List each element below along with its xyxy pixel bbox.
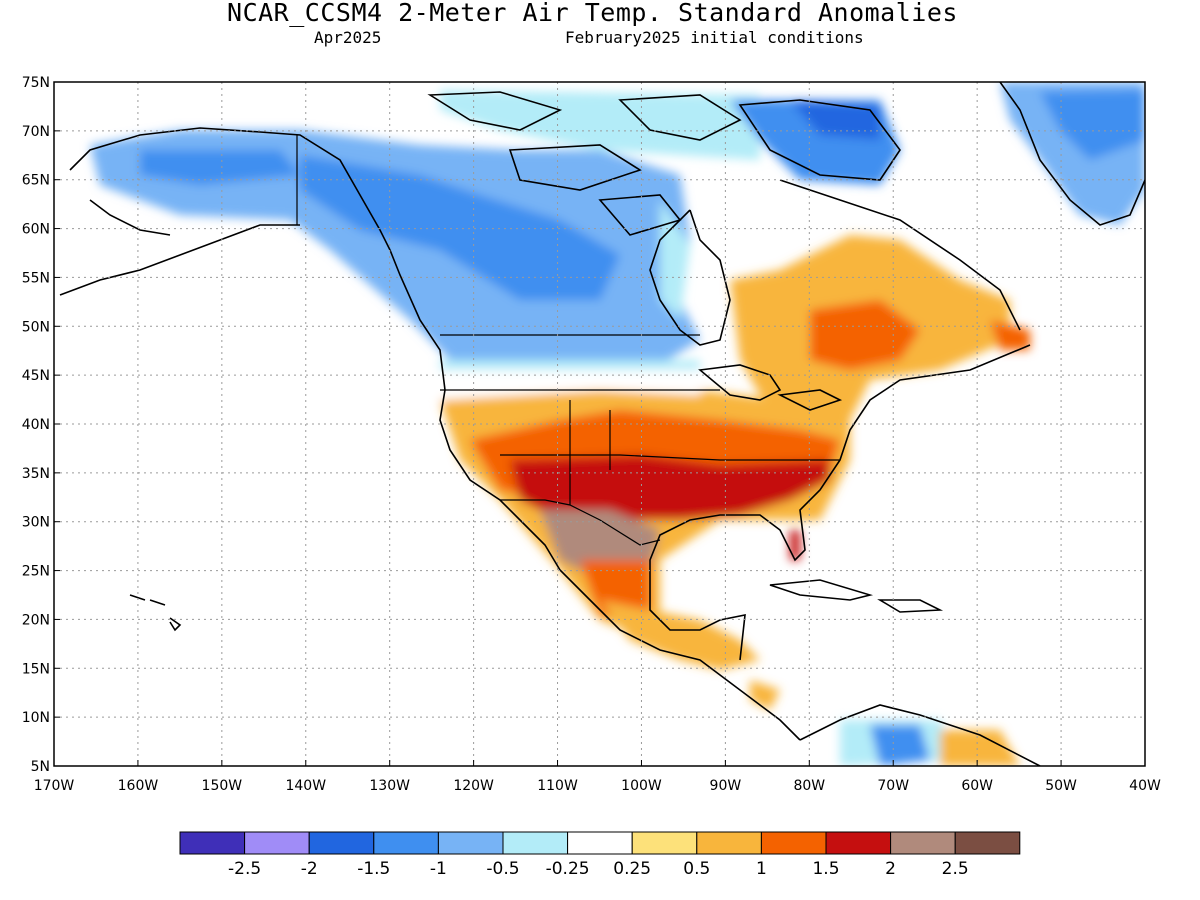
colorbar-label: -0.5 bbox=[486, 859, 519, 879]
lon-label: 120W bbox=[453, 778, 494, 794]
colorbar-swatch bbox=[825, 831, 892, 855]
lat-label: 35N bbox=[22, 466, 50, 482]
colorbar-swatch bbox=[954, 831, 1021, 855]
colorbar bbox=[179, 831, 1021, 855]
colorbar-label: -1 bbox=[430, 859, 447, 879]
colorbar-label: 1.5 bbox=[812, 859, 839, 879]
lat-label: 15N bbox=[22, 661, 50, 677]
lon-label: 110W bbox=[537, 778, 578, 794]
graticule bbox=[54, 82, 1145, 766]
lon-label: 70W bbox=[877, 778, 909, 794]
colorbar-label: 1 bbox=[756, 859, 767, 879]
lon-label: 90W bbox=[710, 778, 742, 794]
lat-label: 50N bbox=[22, 319, 50, 335]
colorbar-label: -1.5 bbox=[357, 859, 390, 879]
map-title: NCAR_CCSM4 2-Meter Air Temp. Standard An… bbox=[227, 0, 958, 27]
colorbar-swatch bbox=[437, 831, 504, 855]
lat-label: 25N bbox=[22, 564, 50, 580]
lat-label: 30N bbox=[22, 515, 50, 531]
lat-label: 70N bbox=[22, 124, 50, 140]
lon-label: 60W bbox=[961, 778, 993, 794]
colorbar-swatch bbox=[696, 831, 762, 855]
colorbar-swatch bbox=[244, 831, 310, 855]
lon-label: 170W bbox=[34, 778, 75, 794]
lon-label: 160W bbox=[118, 778, 159, 794]
colorbar-label: 0.25 bbox=[613, 859, 651, 879]
lat-label: 5N bbox=[31, 759, 50, 775]
lon-label: 50W bbox=[1045, 778, 1077, 794]
colorbar-labels: -2.5 -2 -1.5 -1 -0.5 -0.25 0.25 0.5 1 1.5 2 2.5 bbox=[228, 859, 969, 879]
colorbar-label: -2 bbox=[301, 859, 318, 879]
lon-label: 100W bbox=[621, 778, 662, 794]
lat-label: 55N bbox=[22, 270, 50, 286]
colorbar-swatch bbox=[373, 831, 439, 855]
lon-label: 80W bbox=[793, 778, 825, 794]
lat-label: 40N bbox=[22, 417, 50, 433]
lat-label: 45N bbox=[22, 368, 50, 384]
lon-label: 130W bbox=[369, 778, 410, 794]
colorbar-swatch bbox=[308, 831, 375, 855]
lon-label: 150W bbox=[202, 778, 243, 794]
coastlines bbox=[59, 82, 1145, 766]
colorbar-label: 2.5 bbox=[942, 859, 969, 879]
colorbar-swatch bbox=[179, 831, 246, 855]
anomaly-shading bbox=[90, 82, 1145, 766]
colorbar-label: -0.25 bbox=[546, 859, 590, 879]
colorbar-swatch bbox=[890, 831, 956, 855]
colorbar-label: 2 bbox=[885, 859, 896, 879]
lon-label: 140W bbox=[285, 778, 326, 794]
colorbar-swatch bbox=[502, 831, 569, 855]
lon-label: 40W bbox=[1129, 778, 1161, 794]
colorbar-label: 0.5 bbox=[683, 859, 710, 879]
colorbar-swatch bbox=[631, 831, 698, 855]
colorbar-swatch bbox=[760, 831, 827, 855]
init-conditions-label: February2025 initial conditions bbox=[565, 28, 864, 47]
political-borders bbox=[296, 135, 840, 546]
valid-month-label: Apr2025 bbox=[314, 28, 382, 47]
latitude-labels: 75N 70N 65N 60N 55N 50N 45N 40N 35N 30N 25N 20N 15N 1… bbox=[22, 75, 60, 775]
colorbar-label: -2.5 bbox=[228, 859, 261, 879]
lat-label: 10N bbox=[22, 710, 50, 726]
colorbar-swatch bbox=[567, 831, 633, 855]
lat-label: 20N bbox=[22, 612, 50, 628]
lat-label: 60N bbox=[22, 222, 50, 238]
lat-label: 75N bbox=[22, 75, 50, 91]
lat-label: 65N bbox=[22, 173, 50, 189]
longitude-labels: 170W 160W 150W 140W 130W 120W 110W 100W 90W 80W 70… bbox=[34, 760, 1161, 794]
